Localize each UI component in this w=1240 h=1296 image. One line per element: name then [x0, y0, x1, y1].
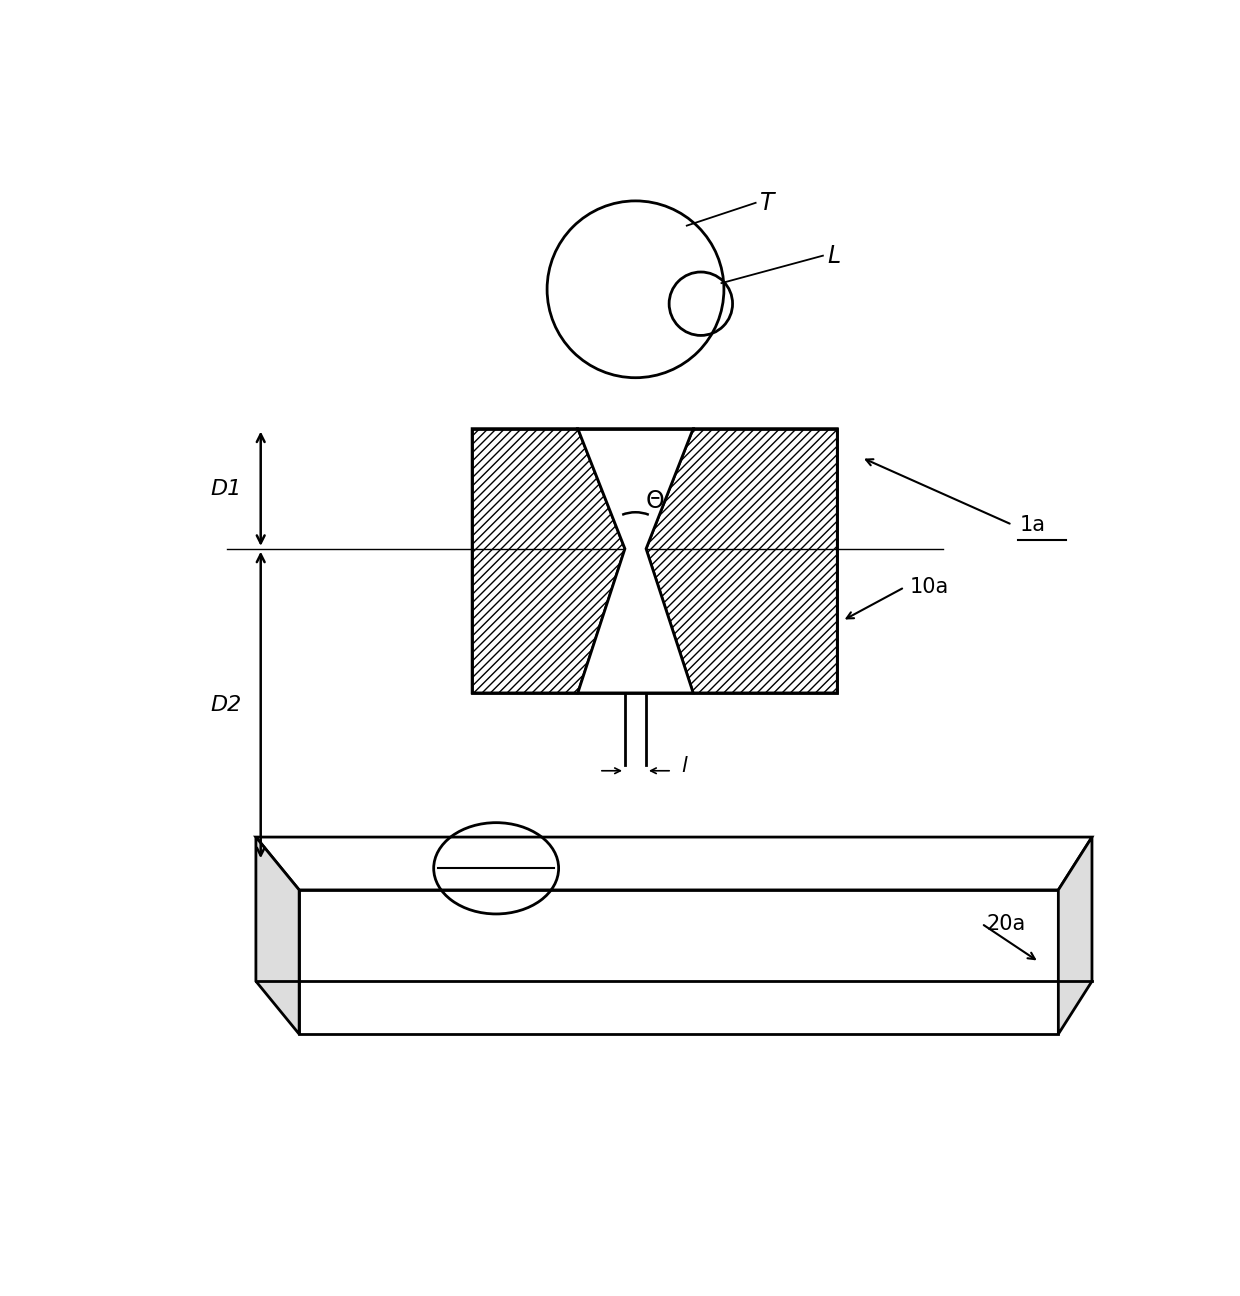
Polygon shape [255, 837, 299, 1034]
Text: D1: D1 [211, 478, 242, 499]
Text: T: T [760, 191, 775, 215]
Polygon shape [1058, 837, 1092, 1034]
Bar [472, 429, 837, 693]
Text: 1a: 1a [1019, 515, 1045, 535]
Polygon shape [646, 429, 837, 693]
Polygon shape [578, 429, 693, 693]
Polygon shape [299, 890, 1058, 1034]
Text: D2: D2 [211, 695, 242, 715]
Text: l: l [682, 756, 687, 776]
Text: 20a: 20a [986, 914, 1025, 933]
Text: Θ: Θ [645, 489, 665, 513]
Polygon shape [255, 837, 1092, 890]
Text: L: L [828, 244, 841, 268]
Polygon shape [472, 429, 625, 693]
Text: 10a: 10a [909, 577, 949, 597]
